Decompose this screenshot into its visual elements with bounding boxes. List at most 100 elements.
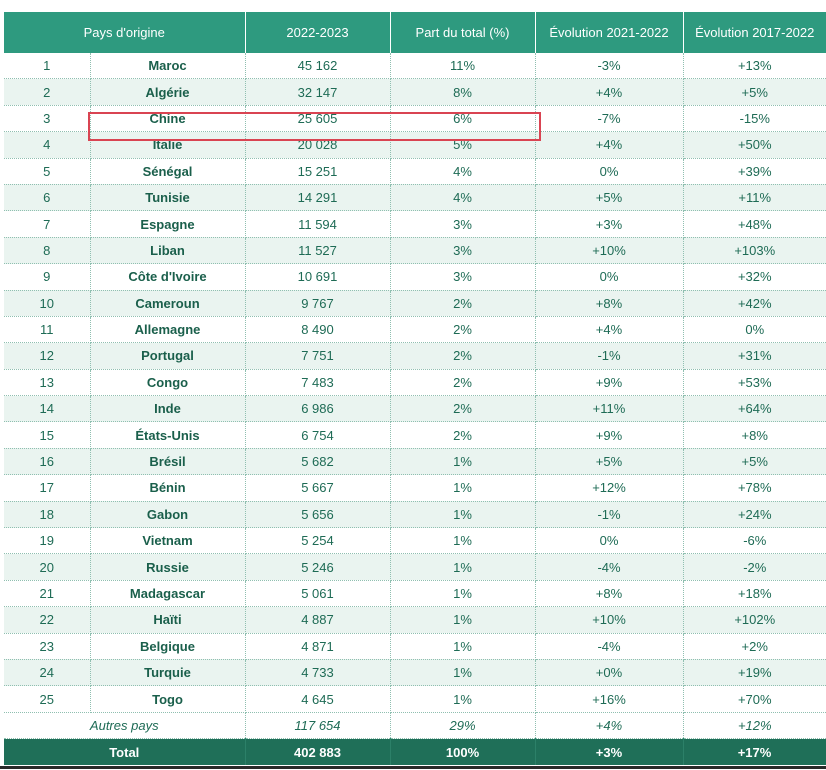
evolution-2017-2022-cell: -6%	[683, 527, 826, 555]
country-cell: Haïti	[90, 606, 246, 634]
country-cell: Maroc	[90, 53, 246, 80]
share-cell: 1%	[390, 685, 536, 713]
table-row: 21 Madagascar 5 061 1% +8% +18%	[4, 580, 826, 608]
total-cell: +3%	[535, 738, 684, 766]
share-cell: 2%	[390, 369, 536, 397]
table-row: 6 Tunisie 14 291 4% +5% +11%	[4, 184, 826, 212]
count-cell: 32 147	[245, 78, 391, 106]
evolution-2021-2022-cell: +4%	[535, 131, 684, 159]
rank-cell: 6	[4, 184, 91, 212]
evolution-2017-2022-cell: +5%	[683, 78, 826, 106]
evolution-2021-2022-cell: -3%	[535, 53, 684, 80]
evolution-2017-2022-cell: +78%	[683, 474, 826, 502]
header-country: Pays d'origine	[4, 12, 246, 53]
rank-cell: 8	[4, 237, 91, 265]
rank-cell: 4	[4, 131, 91, 159]
evolution-2017-2022-cell: +18%	[683, 580, 826, 608]
country-cell: Russie	[90, 553, 246, 581]
evolution-2017-2022-cell: +103%	[683, 237, 826, 265]
evolution-2021-2022-cell: +0%	[535, 659, 684, 687]
others-row: Autres pays 117 654 29% +4% +12%	[4, 712, 826, 740]
evolution-2017-2022-cell: +19%	[683, 659, 826, 687]
count-cell: 6 754	[245, 421, 391, 449]
evolution-2017-2022-cell: +70%	[683, 685, 826, 713]
count-cell: 11 527	[245, 237, 391, 265]
origin-country-table: Pays d'origine 2022-2023 Part du total (…	[4, 12, 826, 766]
evolution-2017-2022-cell: +32%	[683, 263, 826, 291]
total-cell: 402 883	[245, 738, 391, 766]
count-cell: 7 483	[245, 369, 391, 397]
share-cell: 8%	[390, 78, 536, 106]
table-row: 15 États-Unis 6 754 2% +9% +8%	[4, 421, 826, 449]
count-cell: 11 594	[245, 210, 391, 238]
count-cell: 25 605	[245, 105, 391, 133]
evolution-2021-2022-cell: +5%	[535, 184, 684, 212]
rank-cell: 17	[4, 474, 91, 502]
rank-cell: 12	[4, 342, 91, 370]
share-cell: 1%	[390, 580, 536, 608]
count-cell: 5 667	[245, 474, 391, 502]
others-cell: Autres pays	[4, 712, 246, 740]
rank-cell: 24	[4, 659, 91, 687]
country-cell: Madagascar	[90, 580, 246, 608]
count-cell: 4 887	[245, 606, 391, 634]
table-row: 12 Portugal 7 751 2% -1% +31%	[4, 342, 826, 370]
country-cell: États-Unis	[90, 421, 246, 449]
count-cell: 4 645	[245, 685, 391, 713]
country-cell: Cameroun	[90, 290, 246, 317]
evolution-2021-2022-cell: +11%	[535, 395, 684, 423]
country-cell: Congo	[90, 369, 246, 397]
header-evolution-2017-2022: Évolution 2017-2022	[683, 12, 826, 53]
rank-cell: 22	[4, 606, 91, 634]
evolution-2021-2022-cell: +9%	[535, 421, 684, 449]
table-row: 16 Brésil 5 682 1% +5% +5%	[4, 448, 826, 476]
header-row: Pays d'origine 2022-2023 Part du total (…	[4, 12, 826, 53]
table-row: 2 Algérie 32 147 8% +4% +5%	[4, 78, 826, 106]
evolution-2021-2022-cell: +8%	[535, 290, 684, 317]
others-cell: 117 654	[245, 712, 391, 740]
rank-cell: 13	[4, 369, 91, 397]
count-cell: 10 691	[245, 263, 391, 291]
share-cell: 2%	[390, 342, 536, 370]
rank-cell: 10	[4, 290, 91, 317]
share-cell: 1%	[390, 606, 536, 634]
share-cell: 3%	[390, 210, 536, 238]
count-cell: 5 656	[245, 501, 391, 529]
evolution-2021-2022-cell: +10%	[535, 606, 684, 634]
evolution-2017-2022-cell: +5%	[683, 448, 826, 476]
evolution-2021-2022-cell: +16%	[535, 685, 684, 713]
table-row: 8 Liban 11 527 3% +10% +103%	[4, 237, 826, 265]
country-cell: Allemagne	[90, 316, 246, 344]
table-row: 24 Turquie 4 733 1% +0% +19%	[4, 659, 826, 687]
share-cell: 1%	[390, 659, 536, 687]
count-cell: 5 061	[245, 580, 391, 608]
table-container: Pays d'origine 2022-2023 Part du total (…	[4, 12, 826, 766]
share-cell: 5%	[390, 131, 536, 159]
evolution-2021-2022-cell: 0%	[535, 527, 684, 555]
bottom-divider	[0, 766, 826, 769]
count-cell: 5 682	[245, 448, 391, 476]
country-cell: Inde	[90, 395, 246, 423]
evolution-2017-2022-cell: +48%	[683, 210, 826, 238]
table-row: 23 Belgique 4 871 1% -4% +2%	[4, 633, 826, 660]
count-cell: 4 733	[245, 659, 391, 687]
evolution-2021-2022-cell: +5%	[535, 448, 684, 476]
evolution-2021-2022-cell: 0%	[535, 158, 684, 185]
evolution-2021-2022-cell: -4%	[535, 633, 684, 660]
table-row: 1 Maroc 45 162 11% -3% +13%	[4, 53, 826, 80]
country-cell: Brésil	[90, 448, 246, 476]
evolution-2017-2022-cell: +24%	[683, 501, 826, 529]
share-cell: 2%	[390, 395, 536, 423]
share-cell: 4%	[390, 184, 536, 212]
country-cell: Italie	[90, 131, 246, 159]
country-cell: Espagne	[90, 210, 246, 238]
evolution-2017-2022-cell: +8%	[683, 421, 826, 449]
country-cell: Tunisie	[90, 184, 246, 212]
table-row: 18 Gabon 5 656 1% -1% +24%	[4, 501, 826, 529]
evolution-2017-2022-cell: -2%	[683, 553, 826, 581]
evolution-2021-2022-cell: +8%	[535, 580, 684, 608]
total-cell: +17%	[683, 738, 826, 766]
table-row: 13 Congo 7 483 2% +9% +53%	[4, 369, 826, 397]
rank-cell: 23	[4, 633, 91, 660]
evolution-2017-2022-cell: +53%	[683, 369, 826, 397]
